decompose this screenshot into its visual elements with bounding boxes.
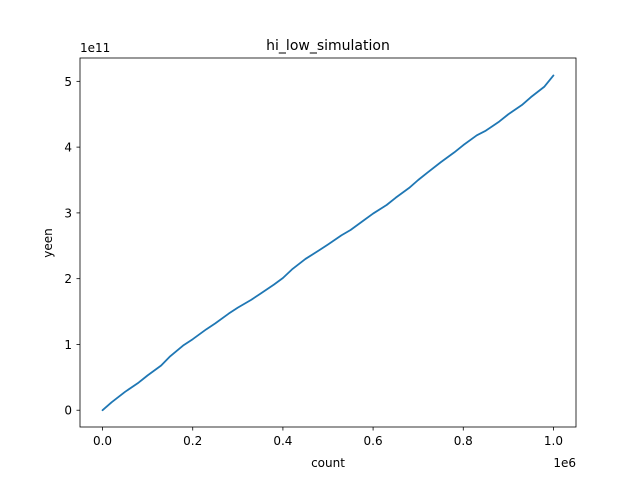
y-axis-label: yeen (41, 228, 55, 257)
y-tick-label: 3 (64, 206, 72, 220)
chart-title: hi_low_simulation (266, 38, 390, 54)
x-tick-label: 0.0 (93, 434, 112, 448)
plot-area-frame (79, 57, 577, 428)
y-tick-label: 2 (64, 272, 72, 286)
x-tick-label: 1.0 (544, 434, 563, 448)
y-tick-label: 0 (64, 404, 72, 418)
x-tick-label: 0.6 (364, 434, 383, 448)
y-tick-label: 1 (64, 338, 72, 352)
x-offset-label: 1e6 (553, 456, 576, 470)
x-tick-label: 0.4 (273, 434, 292, 448)
series-layer (101, 74, 555, 412)
y-axis-ticks: 0 1 2 3 4 5 (64, 75, 80, 418)
y-tick-label: 4 (64, 141, 72, 155)
x-axis-ticks: 0.0 0.2 0.4 0.6 0.8 1.0 (93, 427, 563, 448)
y-tick-label: 5 (64, 75, 72, 89)
x-axis-label: count (311, 456, 345, 470)
series-line (101, 74, 555, 412)
x-tick-label: 0.2 (183, 434, 202, 448)
x-tick-label: 0.8 (454, 434, 473, 448)
y-offset-label: 1e11 (80, 41, 110, 55)
